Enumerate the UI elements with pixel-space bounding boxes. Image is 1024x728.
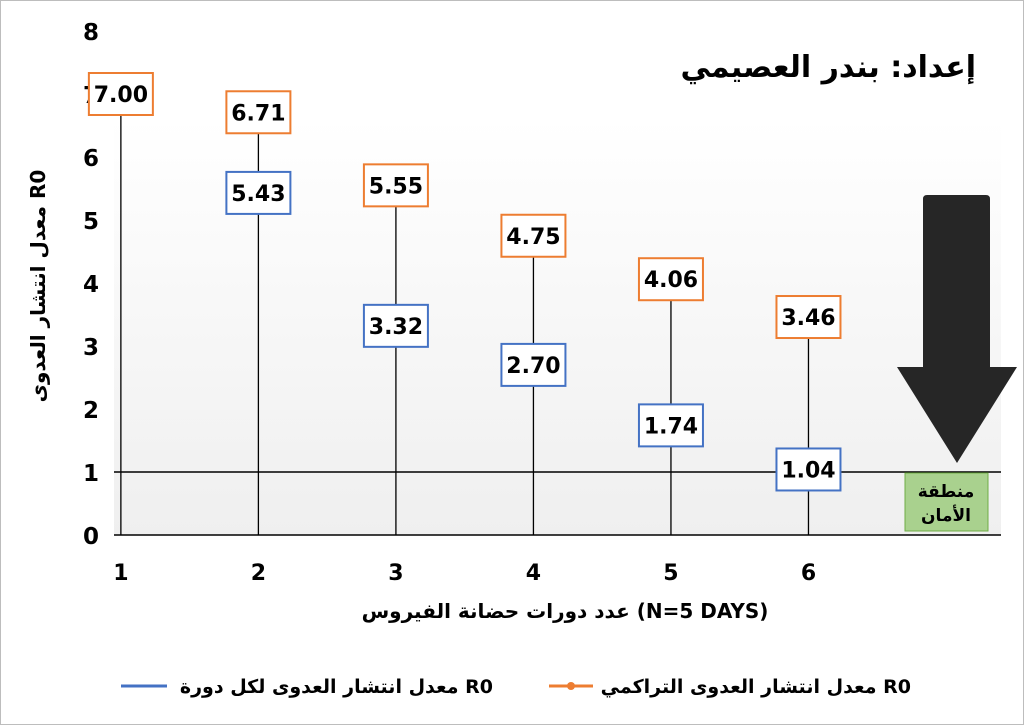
- safe-zone-label-line1: منطقة: [918, 482, 975, 502]
- y-tick-label: 1: [83, 461, 99, 487]
- cumulative-point-box: [500, 213, 567, 258]
- y-tick-label: 0: [83, 524, 99, 550]
- per-cycle-point-label: 3.32: [369, 315, 423, 340]
- cumulative-point-label: 4.75: [506, 225, 560, 250]
- x-tick-label: 3: [388, 561, 403, 586]
- legend-cumulative-marker: [567, 682, 575, 690]
- cumulative-point-label: 7.00: [94, 83, 148, 108]
- x-tick-label: 4: [526, 561, 541, 586]
- x-tick-label: 1: [113, 561, 128, 586]
- x-tick-label: 5: [663, 561, 678, 586]
- per-cycle-point-box: [775, 447, 842, 492]
- safe-zone-label-line2: الأمان: [921, 505, 971, 526]
- cumulative-point-label: 4.06: [644, 268, 698, 293]
- cumulative-point-box: [225, 90, 292, 135]
- cumulative-point-label: 5.55: [369, 174, 423, 199]
- y-axis-label: معدل انتشار العدوى R0: [26, 170, 50, 403]
- x-tick-label: 6: [801, 561, 816, 586]
- y-tick-label: 3: [83, 335, 99, 361]
- cumulative-point-box: [637, 257, 704, 302]
- x-axis-label: عدد دورات حضانة الفيروس (N=5 DAYS): [362, 599, 769, 623]
- y-tick-label: 6: [83, 146, 99, 172]
- x-tick-label: 2: [251, 561, 266, 586]
- per-cycle-point-box: [500, 342, 567, 387]
- cumulative-point-box: [362, 163, 429, 208]
- per-cycle-point-box: [637, 403, 704, 448]
- cumulative-point-box: [87, 72, 154, 116]
- y-tick-label: 2: [83, 398, 99, 424]
- y-tick-label: 4: [83, 272, 99, 298]
- legend-per-cycle-label: معدل انتشار العدوى لكل دورة R0: [180, 676, 493, 698]
- per-cycle-point-label: 5.43: [231, 182, 285, 207]
- chart-title: إعداد: بندر العصيمي: [680, 50, 976, 85]
- per-cycle-point-box: [362, 303, 429, 348]
- y-tick-label: 8: [83, 20, 99, 46]
- per-cycle-point-label: 1.74: [644, 414, 698, 439]
- y-tick-label: 5: [83, 209, 99, 235]
- legend-cumulative-label: معدل انتشار العدوى التراكمي R0: [601, 676, 911, 698]
- per-cycle-point-label: 1.04: [781, 458, 835, 483]
- per-cycle-point-label: 2.70: [506, 354, 560, 379]
- cumulative-point-box: [775, 295, 842, 340]
- safe-zone-box: [904, 472, 989, 532]
- cumulative-point-label: 6.71: [231, 101, 285, 126]
- per-cycle-point-box: [225, 170, 292, 215]
- cumulative-point-label: 3.46: [781, 306, 835, 331]
- down-arrow-icon: [897, 195, 1017, 463]
